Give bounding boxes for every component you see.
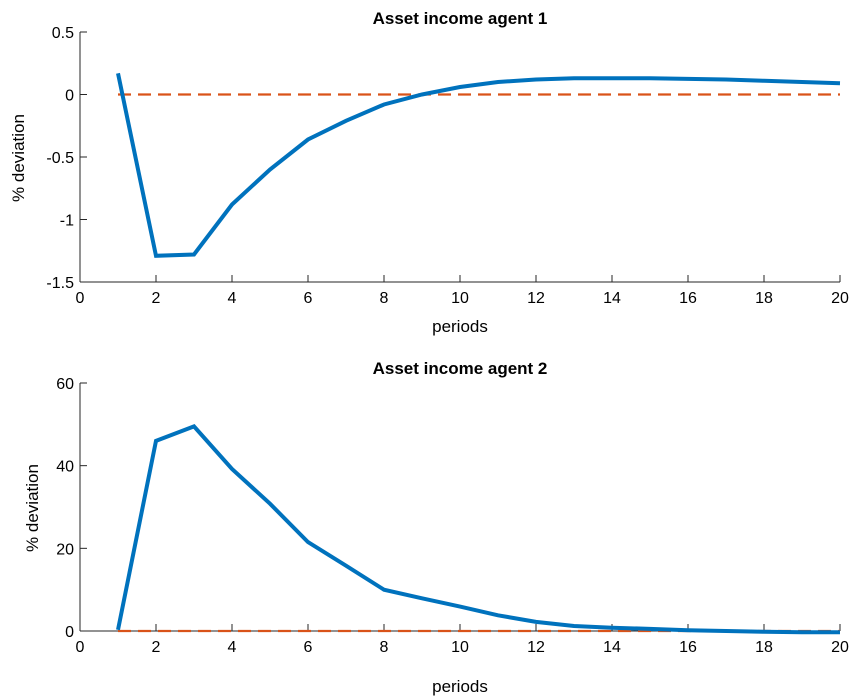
- top-chart-y-tick-label: -1.5: [46, 275, 74, 292]
- bottom-chart-xlabel: periods: [432, 677, 488, 696]
- bottom-chart-x-tick-label: 2: [152, 639, 161, 656]
- bottom-chart-x-tick-label: 18: [755, 639, 773, 656]
- bottom-chart-x-tick-label: 10: [451, 639, 469, 656]
- top-chart-x-tick-label: 10: [451, 290, 469, 307]
- top-chart-y-tick-label: 0: [65, 88, 74, 105]
- top-chart-x-tick-label: 6: [304, 290, 313, 307]
- bottom-chart-response-line: [116, 424, 840, 635]
- bottom-chart-x-tick-label: 4: [228, 639, 237, 656]
- top-chart-y-tick-label: -1: [60, 213, 74, 230]
- bottom-chart-x-tick-label: 20: [831, 639, 849, 656]
- bottom-chart-x-tick-label: 8: [380, 639, 389, 656]
- top-chart-y-tick-label: 0.5: [52, 25, 74, 42]
- top-chart-response-line: [116, 72, 841, 258]
- top-chart-xlabel: periods: [432, 317, 488, 336]
- top-chart-ylabel: % deviation: [9, 114, 28, 202]
- top-chart-y-tick-label: -0.5: [46, 150, 74, 167]
- top-chart-x-tick-label: 20: [831, 290, 849, 307]
- top-chart-x-tick-label: 18: [755, 290, 773, 307]
- top-chart-x-tick-label: 2: [152, 290, 161, 307]
- bottom-chart-x-tick-label: 16: [679, 639, 697, 656]
- bottom-chart-y-tick-label: 40: [56, 459, 74, 476]
- bottom-chart-y-tick-label: 60: [56, 376, 74, 393]
- top-chart-x-tick-label: 14: [603, 290, 621, 307]
- bottom-chart-x-tick-label: 14: [603, 639, 621, 656]
- top-chart: Asset income agent 1 periods % deviation…: [9, 9, 849, 336]
- bottom-chart-title: Asset income agent 2: [373, 359, 548, 378]
- bottom-chart-x-tick-label: 12: [527, 639, 545, 656]
- top-chart-x-tick-label: 8: [380, 290, 389, 307]
- bottom-chart-x-tick-label: 0: [76, 639, 85, 656]
- bottom-chart-y-tick-label: 20: [56, 541, 74, 558]
- top-chart-x-tick-label: 12: [527, 290, 545, 307]
- top-chart-title: Asset income agent 1: [373, 9, 548, 28]
- bottom-chart-x-tick-label: 6: [304, 639, 313, 656]
- bottom-chart: Asset income agent 2 periods % deviation…: [23, 359, 849, 696]
- top-chart-x-tick-label: 0: [76, 290, 85, 307]
- top-chart-x-tick-label: 4: [228, 290, 237, 307]
- bottom-chart-ylabel: % deviation: [23, 464, 42, 552]
- top-chart-x-tick-label: 16: [679, 290, 697, 307]
- bottom-chart-y-tick-label: 0: [65, 624, 74, 641]
